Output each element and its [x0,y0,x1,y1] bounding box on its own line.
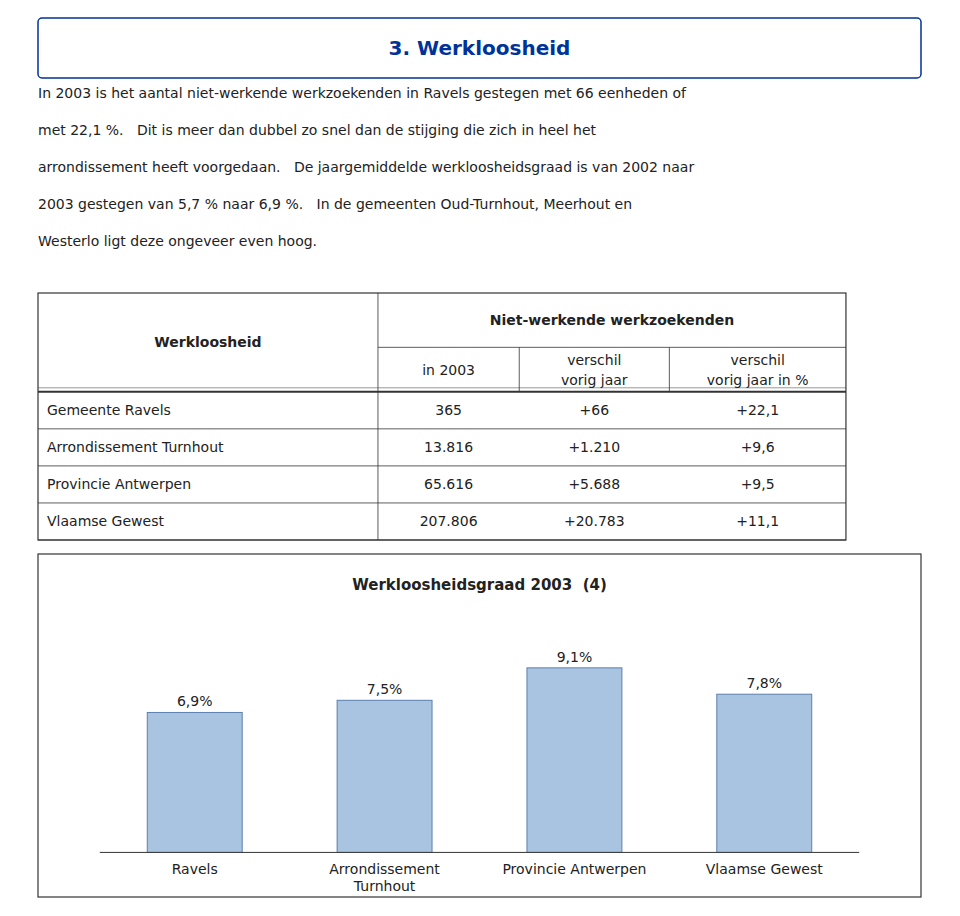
table-header: Niet-werkende werkzoekenden [490,312,734,328]
page: 3. Werkloosheid In 2003 is het aantal nie… [0,0,960,916]
table-cell: 13.816 [424,439,473,455]
table-cell: +5.688 [568,476,620,492]
table-row-line [38,428,846,429]
table-row-line [38,502,846,503]
data-label: 6,9% [177,693,213,709]
chart-frame [38,554,921,897]
table-row-line [38,540,846,541]
table-divider [378,347,846,348]
table-cell: +20.783 [564,513,625,529]
title: 3. Werkloosheid [389,36,571,60]
table-header: Werkloosheid [154,334,261,350]
paragraph-line: met 22,1 %. Dit is meer dan dubbel zo sn… [38,122,597,138]
table-cell: +9,6 [741,439,775,455]
bar [147,712,242,852]
table-divider [38,391,846,393]
x-axis [100,852,859,853]
data-label: 7,8% [746,675,782,691]
table-cell: 365 [435,402,462,418]
table-cell: Provincie Antwerpen [47,476,191,492]
data-label: 7,5% [367,681,403,697]
table-divider [669,347,670,391]
paragraph-line: arrondissement heeft voorgedaan. De jaar… [38,159,694,175]
bar [717,694,812,852]
x-tick-label: Ravels [172,861,218,877]
table-cell: +22,1 [736,402,779,418]
table-divider [519,347,520,391]
table-cell: 207.806 [420,513,478,529]
table-cell: +11,1 [736,513,779,529]
table-frame [38,293,846,540]
x-tick-label-line: Arrondissement [329,861,440,877]
table-header: vorig jaar in % [707,372,809,388]
table-header: verschil [730,352,784,368]
table-header: verschil [567,352,621,368]
table-header: in 2003 [422,362,475,378]
x-tick-label: Vlaamse Gewest [706,861,823,877]
bar [337,700,432,852]
x-tick-label-line: Vlaamse Gewest [706,861,823,877]
table: Niet-werkende werkzoekenden Werkloosheid i… [38,293,846,540]
paragraph-line: Westerlo ligt deze ongeveer even hoog. [38,233,317,249]
table-row-line [38,465,846,466]
table-cell: Arrondissement Turnhout [47,439,224,455]
paragraph-line: In 2003 is het aantal niet-werkende werk… [38,85,687,101]
table-cell: 65.616 [424,476,473,492]
x-tick-label: Provincie Antwerpen [502,861,646,877]
x-tick-label-line: Ravels [172,861,218,877]
chart-title: Werkloosheidsgraad 2003 (4) [352,576,607,594]
bar [527,668,622,853]
x-tick-label-line: Provincie Antwerpen [502,861,646,877]
table-cell: +9,5 [741,476,775,492]
table-header: vorig jaar [561,372,628,388]
title-box [38,18,921,78]
table-cell: +66 [580,402,610,418]
x-tick-label: ArrondissementTurnhout [329,861,440,894]
table-cell: +1.210 [568,439,620,455]
data-label: 9,1% [557,649,593,665]
table-cell: Gemeente Ravels [47,402,171,418]
table-cell: Vlaamse Gewest [47,513,164,529]
x-tick-label-line: Turnhout [353,878,416,894]
bars [147,668,811,853]
paragraph-line: 2003 gestegen van 5,7 % naar 6,9 %. In d… [38,196,632,212]
